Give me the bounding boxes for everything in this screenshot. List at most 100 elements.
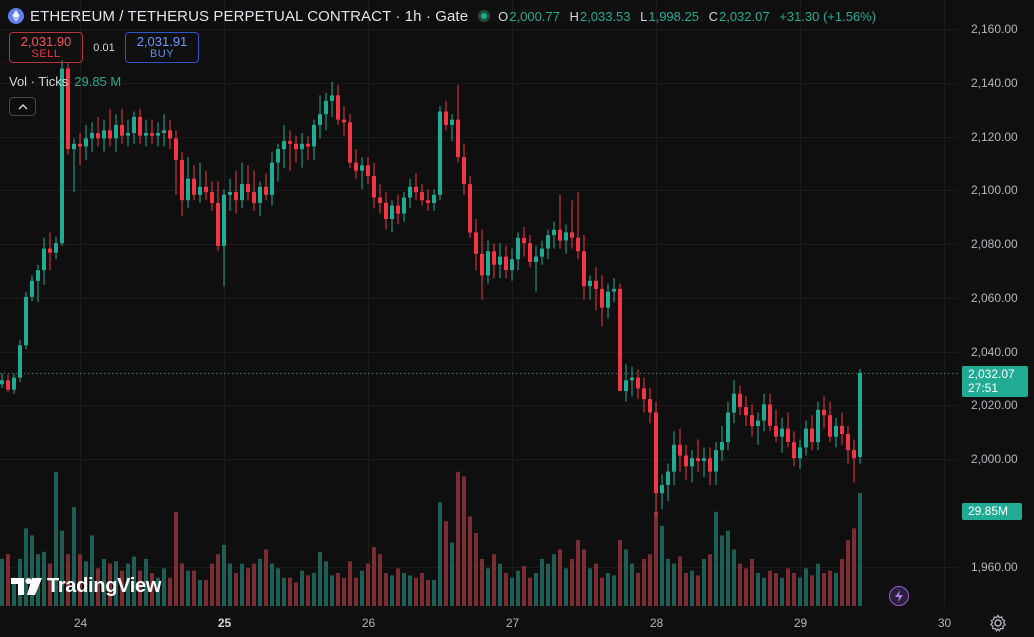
volume-bar <box>582 549 586 606</box>
volume-bar <box>456 471 460 606</box>
candle-body <box>576 237 580 252</box>
volume-bar <box>432 580 436 606</box>
symbol-title[interactable]: ETHEREUM / TETHERUS PERPETUAL CONTRACT ·… <box>30 7 469 25</box>
candle-body <box>6 380 10 390</box>
gear-icon[interactable] <box>989 614 1007 632</box>
lightning-icon[interactable] <box>889 586 909 606</box>
candle-body <box>504 256 508 270</box>
candle-body <box>618 288 622 391</box>
candle-body <box>294 143 298 150</box>
buy-price: 2,031.91 <box>136 34 188 49</box>
volume-bar <box>504 573 508 606</box>
volume-bar <box>570 558 574 606</box>
candle-body <box>372 176 376 198</box>
volume-bar <box>750 558 754 606</box>
candle-body <box>78 143 82 147</box>
volume-bar <box>600 577 604 606</box>
price-tick-label: 1,960.00 <box>971 559 1018 574</box>
candle-body <box>462 157 466 185</box>
candle-body <box>726 412 730 443</box>
candle-body <box>660 485 664 494</box>
volume-bar <box>192 570 196 606</box>
candle-body <box>330 95 334 101</box>
candle-body <box>306 143 310 147</box>
volume-bar <box>402 573 406 606</box>
candle-body <box>522 237 526 244</box>
volume-bar <box>666 558 670 606</box>
candle-body <box>846 434 850 451</box>
volume-bar <box>720 535 724 606</box>
candle-body <box>282 141 286 150</box>
volume-bar <box>66 554 70 606</box>
buy-button[interactable]: 2,031.91 BUY <box>125 32 199 63</box>
volume-bar <box>684 573 688 606</box>
candle-body <box>390 205 394 219</box>
volume-bar <box>48 563 52 606</box>
candle-body <box>534 256 538 262</box>
price-tick-label: 2,160.00 <box>971 21 1018 36</box>
volume-bar <box>498 563 502 606</box>
volume-bar <box>702 558 706 606</box>
candle-body <box>690 458 694 467</box>
volume-bar <box>588 568 592 606</box>
volume-bar <box>354 577 358 606</box>
spread-value: 0.01 <box>93 41 115 54</box>
collapse-legend-button[interactable] <box>9 97 36 116</box>
volume-bar <box>516 570 520 606</box>
candle-body <box>96 133 100 139</box>
volume-bar <box>360 570 364 606</box>
price-tick-label: 2,080.00 <box>971 236 1018 251</box>
market-status-icon[interactable] <box>478 10 491 22</box>
tradingview-logo[interactable]: TradingView <box>11 575 161 598</box>
volume-bar <box>450 542 454 606</box>
price-tick-label: 2,020.00 <box>971 397 1018 412</box>
volume-bar <box>330 575 334 606</box>
volume-bar <box>72 507 76 606</box>
candle-body <box>264 186 268 195</box>
candle-body <box>444 111 448 125</box>
volume-bar <box>660 525 664 606</box>
candle-body <box>636 377 640 389</box>
candle-body <box>780 428 784 437</box>
candle-body <box>450 119 454 125</box>
candle-body <box>432 194 436 203</box>
volume-bar <box>102 558 106 606</box>
volume-bar <box>552 554 556 606</box>
volume-bar <box>594 563 598 606</box>
time-tick-label: 26 <box>361 616 376 630</box>
ohlc-values: O2,000.77 H2,033.53 L1,998.25 C2,032.07 … <box>498 8 877 24</box>
candle-body <box>816 409 820 443</box>
volume-bar <box>630 563 634 606</box>
volume-bar <box>672 563 676 606</box>
candle-body <box>546 235 550 249</box>
volume-legend[interactable]: Vol · Ticks 29.85 M <box>9 74 121 89</box>
candle-body <box>792 442 796 459</box>
candle-body <box>612 288 616 292</box>
volume-bar <box>822 573 826 606</box>
candle-body <box>210 192 214 203</box>
volume-bar <box>348 561 352 606</box>
candle-body <box>486 251 490 276</box>
volume-bar <box>738 563 742 606</box>
candle-body <box>402 197 406 214</box>
time-tick-label: 24 <box>73 616 88 630</box>
candle-body <box>570 232 574 238</box>
candle-body <box>228 192 232 195</box>
volume-bar <box>804 568 808 606</box>
candle-body <box>798 447 802 459</box>
volume-bar <box>252 563 256 606</box>
volume-bar <box>390 575 394 606</box>
volume-bar <box>234 573 238 606</box>
sell-button[interactable]: 2,031.90 SELL <box>9 32 83 63</box>
volume-bar <box>54 471 58 606</box>
candle-body <box>192 178 196 195</box>
candle-body <box>594 280 598 289</box>
candle-body <box>90 133 94 139</box>
low-value: 1,998.25 <box>648 8 699 24</box>
candle-body <box>252 192 256 203</box>
candle-body <box>738 393 742 408</box>
volume-bar <box>678 556 682 606</box>
candle-body <box>564 232 568 241</box>
volume-bar <box>762 577 766 606</box>
